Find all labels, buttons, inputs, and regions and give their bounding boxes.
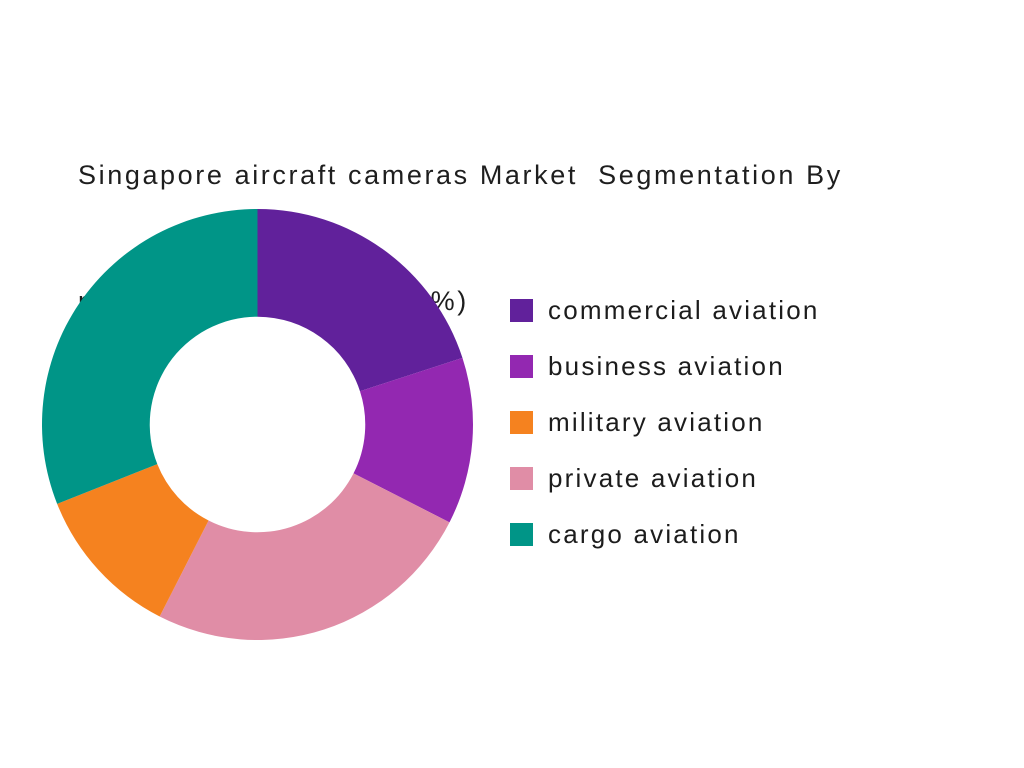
legend-item-military-aviation: military aviation — [510, 407, 820, 437]
donut-slice-private-aviation — [159, 473, 450, 640]
legend-item-business-aviation: business aviation — [510, 351, 820, 381]
legend-swatch-business-aviation — [510, 355, 533, 378]
legend-swatch-private-aviation — [510, 467, 533, 490]
legend-item-private-aviation: private aviation — [510, 463, 820, 493]
legend-label-business-aviation: business aviation — [548, 351, 785, 381]
donut-slice-business-aviation — [353, 357, 473, 523]
legend-label-military-aviation: military aviation — [548, 407, 765, 437]
donut-slice-military-aviation — [57, 464, 209, 617]
legend-label-cargo-aviation: cargo aviation — [548, 519, 741, 549]
legend: commercial aviation business aviation mili… — [510, 295, 820, 579]
legend-label-private-aviation: private aviation — [548, 463, 759, 493]
legend-label-commercial-aviation: commercial aviation — [548, 295, 820, 325]
legend-item-cargo-aviation: cargo aviation — [510, 519, 820, 549]
chart-title-line-1: Singapore aircraft cameras Market Segmen… — [78, 160, 843, 190]
legend-swatch-commercial-aviation — [510, 299, 533, 322]
donut-slice-cargo-aviation — [41, 209, 258, 504]
legend-swatch-military-aviation — [510, 411, 533, 434]
legend-item-commercial-aviation: commercial aviation — [510, 295, 820, 325]
donut-slice-commercial-aviation — [257, 209, 463, 392]
donut-chart — [41, 209, 473, 640]
legend-swatch-cargo-aviation — [510, 523, 533, 546]
